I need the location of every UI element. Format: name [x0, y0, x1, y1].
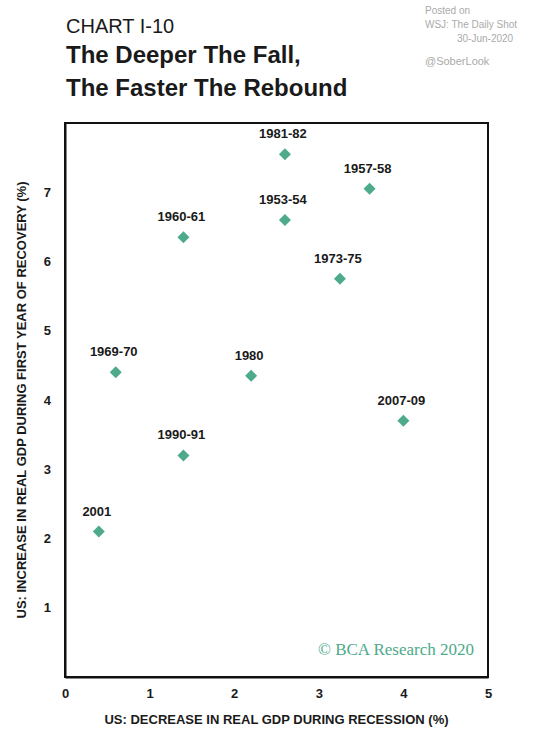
y-tick-label: 5: [44, 323, 51, 338]
y-tick-label: 7: [44, 185, 51, 200]
point: [177, 449, 189, 461]
annotation: Posted on: [425, 5, 470, 16]
point-label: 2007-09: [378, 393, 426, 408]
point: [364, 183, 376, 195]
x-tick: 3: [316, 677, 323, 701]
x-axis: 0 1 2 3 4 5: [62, 677, 492, 701]
y-tick: 1: [44, 600, 65, 615]
point: [245, 370, 257, 382]
x-tick: 0: [62, 677, 69, 701]
point: [110, 366, 122, 378]
y-tick: 7: [44, 185, 65, 200]
title: The Faster The Rebound: [66, 74, 347, 101]
y-axis-title: US: INCREASE IN REAL GDP DURING FIRST YE…: [14, 182, 29, 619]
chart: CHART I-10 The Deeper The Fall, The Faster…: [0, 0, 541, 754]
x-tick-label: 5: [485, 686, 492, 701]
point: [334, 273, 346, 285]
y-tick-label: 1: [44, 600, 51, 615]
annotation: @SoberLook: [425, 55, 490, 67]
y-tick-label: 3: [44, 462, 51, 477]
point: [397, 415, 409, 427]
y-tick-label: 2: [44, 531, 51, 546]
y-tick: 3: [44, 462, 65, 477]
point-label: 1957-58: [344, 161, 392, 176]
point-label: 1980: [235, 348, 264, 363]
x-tick-label: 4: [400, 686, 408, 701]
plot: 0 1 2 3 4 5 1 2 3 4 5 6 7 2001 1969-70 1960-61 1990-91 19…: [44, 123, 492, 701]
annotation: WSJ: The Daily Shot: [425, 19, 517, 30]
y-tick: 4: [44, 393, 65, 408]
point-labels: 2001 1969-70 1960-61 1990-91 1980 1981-82 1953…: [82, 126, 425, 518]
x-tick: 1: [146, 677, 153, 701]
point: [279, 148, 291, 160]
title: The Deeper The Fall,: [66, 41, 301, 68]
point-label: 1953-54: [259, 192, 307, 207]
subtitle: CHART I-10: [66, 15, 174, 37]
point-label: 1969-70: [90, 344, 138, 359]
plot-frame: [65, 123, 488, 677]
x-tick: 5: [485, 677, 492, 701]
x-tick-label: 3: [316, 686, 323, 701]
y-axis-line: [65, 124, 67, 678]
x-tick-label: 2: [231, 686, 238, 701]
x-axis-line: [66, 677, 489, 679]
y-tick: 5: [44, 323, 65, 338]
x-tick: 4: [400, 677, 408, 701]
x-tick-label: 0: [62, 686, 69, 701]
point: [177, 231, 189, 243]
point: [93, 526, 105, 538]
x-tick-label: 1: [146, 686, 153, 701]
point: [279, 214, 291, 226]
y-tick: 2: [44, 531, 65, 546]
x-axis-title: US: DECREASE IN REAL GDP DURING RECESSIO…: [104, 712, 448, 727]
x-tick: 2: [231, 677, 238, 701]
point-label: 1990-91: [158, 427, 206, 442]
y-tick-label: 4: [44, 393, 52, 408]
point-label: 1973-75: [314, 251, 362, 266]
annotation: 30-Jun-2020: [457, 33, 514, 44]
y-axis: 1 2 3 4 5 6 7: [44, 124, 66, 678]
point-label: 2001: [82, 504, 111, 519]
point-label: 1960-61: [158, 209, 206, 224]
points: [93, 148, 410, 537]
point-label: 1981-82: [259, 126, 307, 141]
y-tick-label: 6: [44, 254, 51, 269]
annotation: © BCA Research 2020: [318, 640, 474, 659]
y-tick: 6: [44, 254, 65, 269]
